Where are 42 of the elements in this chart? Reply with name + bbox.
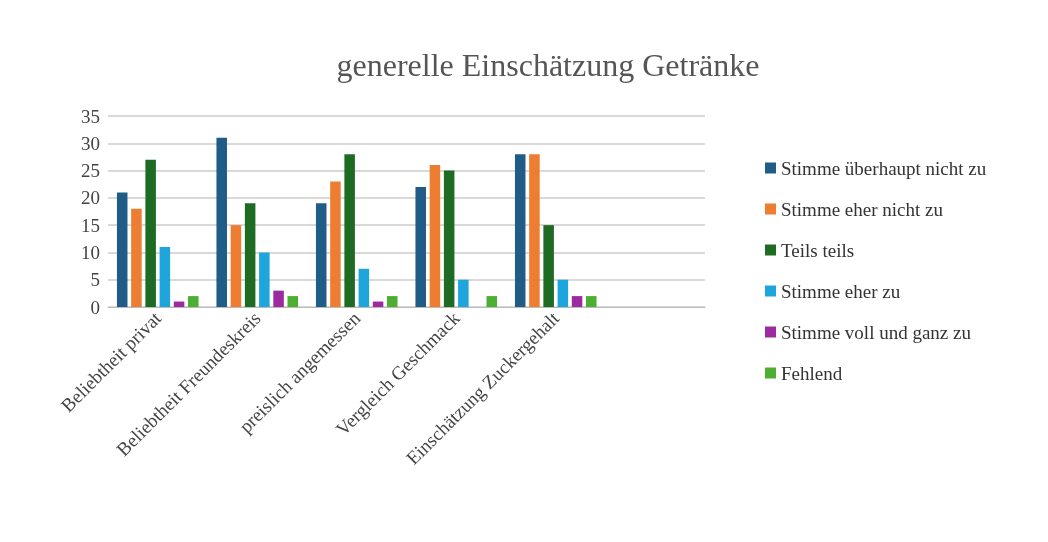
bar <box>529 154 540 307</box>
bar <box>188 296 199 307</box>
bar <box>458 279 469 307</box>
bar <box>429 165 441 307</box>
bar <box>557 279 569 307</box>
bar <box>571 296 583 307</box>
bar <box>145 159 156 307</box>
legend-label: Stimme eher nicht zu <box>781 198 944 220</box>
bar <box>259 252 270 307</box>
y-tick-label: 5 <box>90 269 100 291</box>
bar <box>514 154 526 307</box>
y-tick-label: 15 <box>81 214 100 236</box>
y-tick-label: 30 <box>81 132 100 154</box>
bar <box>315 203 327 307</box>
y-tick-label: 10 <box>81 241 100 263</box>
bar <box>387 296 398 307</box>
bar <box>344 154 355 307</box>
legend-label: Stimme eher zu <box>781 280 901 302</box>
bar <box>230 225 242 307</box>
bar <box>443 170 455 307</box>
bar <box>244 203 256 307</box>
bar <box>586 296 597 307</box>
bar <box>116 192 128 307</box>
legend-label: Teils teils <box>781 239 855 261</box>
bar <box>216 137 227 307</box>
bar <box>415 186 426 307</box>
legend-label: Fehlend <box>781 362 843 384</box>
y-tick-label: 0 <box>90 296 100 318</box>
bar <box>486 296 498 307</box>
bar <box>131 208 142 307</box>
bar <box>330 181 341 307</box>
legend-label: Stimme überhaupt nicht zu <box>781 157 987 179</box>
bar <box>543 225 554 307</box>
y-tick-label: 35 <box>81 105 100 127</box>
legend-label: Stimme voll und ganz zu <box>781 321 972 343</box>
y-tick-label: 20 <box>81 187 100 209</box>
bar <box>287 296 299 307</box>
bar <box>159 246 171 307</box>
y-tick-label: 25 <box>81 160 100 182</box>
chart-title: generelle Einschätzung Getränke <box>336 47 760 83</box>
bar <box>273 290 284 307</box>
bar <box>358 268 370 307</box>
